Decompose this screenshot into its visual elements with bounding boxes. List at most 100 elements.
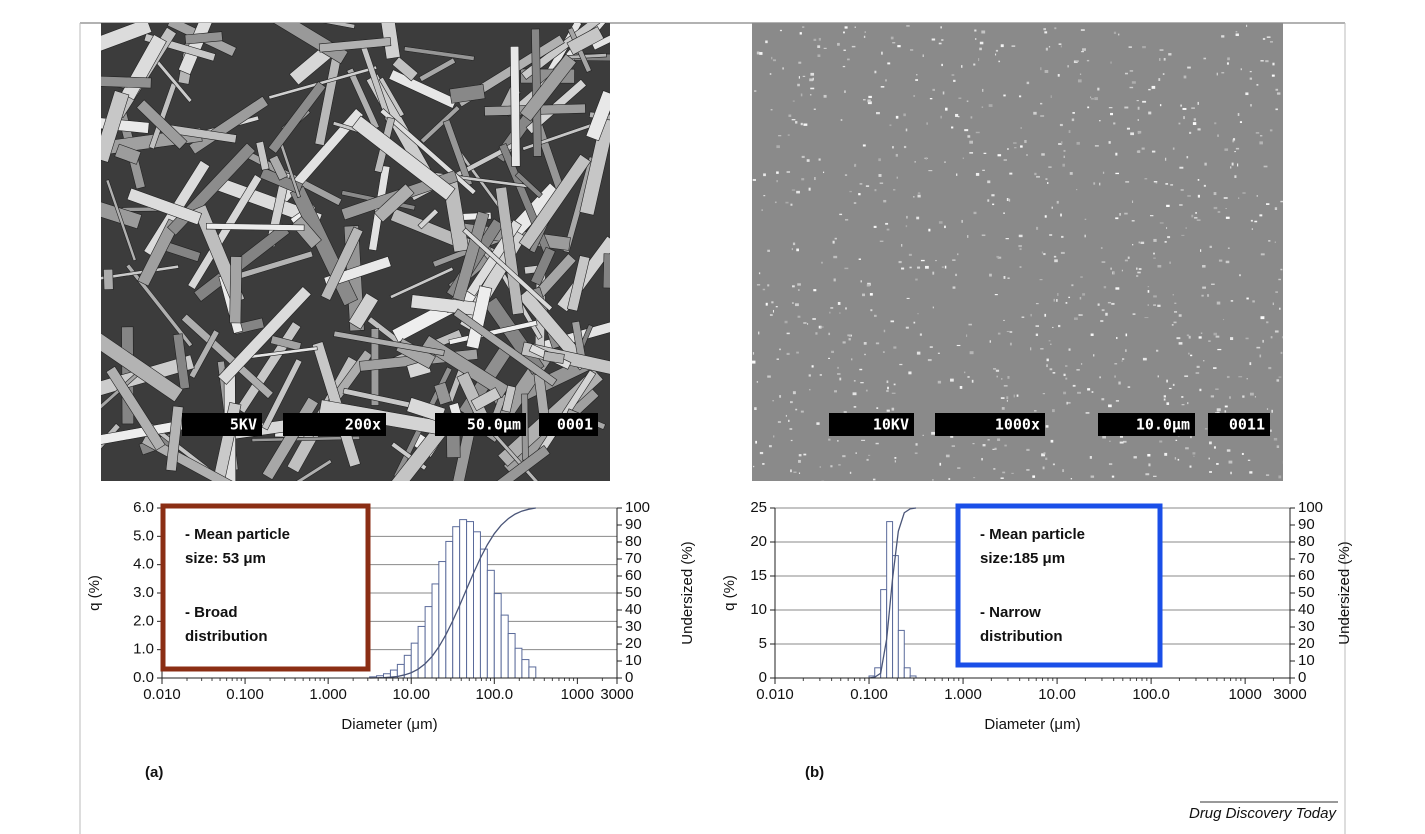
- particle: [978, 58, 979, 61]
- bar: [904, 668, 910, 678]
- particle: [1003, 213, 1005, 214]
- particle: [792, 303, 794, 304]
- particle: [1014, 147, 1016, 148]
- particle: [1198, 179, 1200, 181]
- particle: [1275, 291, 1278, 292]
- particle: [1046, 425, 1049, 427]
- particle: [915, 452, 918, 454]
- particle: [785, 202, 788, 204]
- particle: [1006, 396, 1008, 399]
- particle: [946, 455, 950, 458]
- particle: [1142, 46, 1146, 48]
- particle: [1215, 389, 1218, 390]
- particle: [1109, 141, 1111, 144]
- particle: [1087, 107, 1089, 109]
- bar: [446, 541, 453, 678]
- particle: [1266, 203, 1269, 205]
- particle: [1278, 475, 1281, 478]
- particle: [1024, 140, 1026, 143]
- particle: [802, 27, 804, 28]
- particle: [762, 463, 764, 465]
- particle: [1173, 147, 1175, 149]
- particle: [867, 99, 870, 102]
- particle: [863, 99, 866, 100]
- particle: [979, 48, 982, 51]
- particle: [1130, 87, 1134, 88]
- particle: [767, 284, 769, 286]
- particle: [1238, 113, 1240, 116]
- particle: [1019, 95, 1021, 97]
- particle: [913, 322, 915, 324]
- y-tick-label: 5: [759, 635, 767, 652]
- particle: [1250, 71, 1252, 72]
- particle: [1249, 362, 1251, 365]
- particle: [1281, 352, 1283, 354]
- annotation-text: - Mean particle: [185, 526, 290, 543]
- particle: [813, 78, 814, 81]
- particle: [940, 26, 941, 28]
- particle: [1184, 76, 1187, 79]
- particle: [791, 440, 793, 441]
- particle: [887, 62, 890, 64]
- particle: [770, 73, 772, 74]
- particle: [1076, 369, 1079, 370]
- particle: [876, 342, 879, 344]
- particle: [844, 268, 848, 269]
- particle: [906, 225, 907, 227]
- particle: [983, 444, 986, 446]
- y2-axis-label: Undersized (%): [679, 541, 696, 644]
- particle: [1230, 472, 1231, 474]
- particle: [1139, 268, 1142, 270]
- particle: [957, 467, 960, 468]
- particle: [1054, 256, 1056, 258]
- particle: [1150, 215, 1153, 216]
- particle: [891, 37, 894, 40]
- particle: [759, 272, 760, 274]
- particle: [926, 122, 928, 124]
- particle: [1067, 65, 1069, 67]
- x-tick-label: 1.000: [309, 686, 347, 703]
- particle: [868, 455, 870, 456]
- particle: [964, 372, 965, 374]
- particle: [998, 154, 1002, 156]
- particle: [801, 178, 804, 180]
- particle: [1091, 334, 1094, 336]
- particle: [880, 241, 884, 242]
- particle: [1264, 166, 1268, 168]
- particle: [814, 39, 817, 41]
- particle: [810, 73, 814, 76]
- bar: [522, 660, 529, 678]
- particle: [1166, 227, 1167, 229]
- y2-tick-label: 50: [1298, 584, 1315, 601]
- particle: [1127, 128, 1130, 130]
- particle: [1179, 123, 1181, 125]
- particle: [821, 481, 824, 482]
- particle: [1280, 201, 1283, 202]
- particle: [1060, 214, 1062, 217]
- particle: [1218, 211, 1221, 213]
- particle: [1183, 116, 1184, 119]
- particle: [787, 353, 790, 355]
- particle: [1154, 181, 1157, 182]
- particle: [961, 220, 963, 223]
- y-tick-label: 20: [750, 533, 767, 550]
- particle: [816, 422, 819, 425]
- particle: [1138, 107, 1140, 110]
- particle: [1044, 314, 1046, 317]
- particle: [777, 359, 779, 360]
- particle: [1030, 347, 1031, 350]
- x-tick-label: 1.000: [944, 686, 982, 703]
- particle: [1187, 195, 1191, 196]
- particle: [801, 94, 803, 97]
- particle: [803, 454, 806, 456]
- particle: [1116, 337, 1117, 339]
- particle: [1138, 119, 1139, 121]
- crystal: [230, 256, 242, 323]
- particle: [998, 333, 1001, 335]
- particle: [773, 435, 774, 437]
- particle: [803, 76, 805, 77]
- particle: [1052, 207, 1053, 209]
- particle: [788, 115, 791, 117]
- particle: [855, 27, 856, 28]
- particle: [1052, 327, 1053, 328]
